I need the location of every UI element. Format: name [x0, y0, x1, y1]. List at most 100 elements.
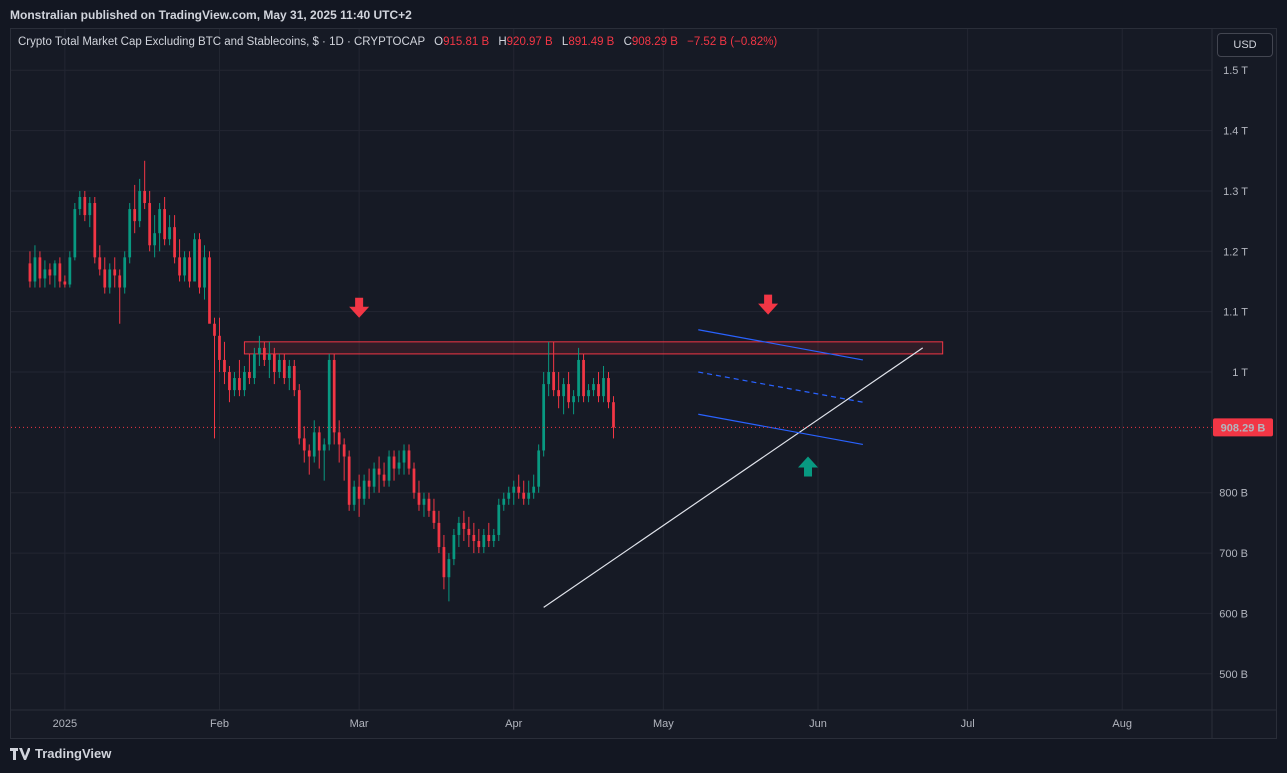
candle-body[interactable] [282, 359, 286, 379]
down-arrow-icon[interactable] [349, 297, 370, 318]
candle-body[interactable] [243, 372, 246, 391]
candle-body[interactable] [502, 498, 506, 505]
candle-body[interactable] [103, 269, 107, 288]
candle-body[interactable] [183, 257, 186, 276]
candle-body[interactable] [577, 359, 580, 397]
candle-body[interactable] [143, 190, 147, 204]
candle-body[interactable] [427, 498, 431, 511]
candle-body[interactable] [327, 359, 331, 445]
candle-body[interactable] [552, 372, 556, 391]
candle-body[interactable] [317, 432, 321, 451]
candle-body[interactable] [292, 365, 296, 391]
candle-body[interactable] [567, 384, 570, 403]
candle-body[interactable] [93, 203, 97, 258]
candle-body[interactable] [497, 504, 501, 535]
candle-body[interactable] [572, 396, 575, 403]
candle-body[interactable] [542, 384, 546, 451]
candle-body[interactable] [248, 372, 251, 379]
candle-body[interactable] [158, 209, 161, 234]
candle-body[interactable] [442, 547, 446, 578]
candle-body[interactable] [367, 480, 371, 487]
candle-body[interactable] [238, 378, 241, 391]
candle-body[interactable] [233, 378, 236, 391]
candle-body[interactable] [272, 353, 276, 373]
candle-body[interactable] [267, 353, 271, 360]
candle-body[interactable] [88, 203, 92, 216]
candle-body[interactable] [193, 239, 196, 282]
support-trendline[interactable] [543, 347, 924, 608]
symbol-title[interactable]: Crypto Total Market Cap Excluding BTC an… [18, 36, 425, 48]
candle-body[interactable] [33, 257, 37, 282]
candle-body[interactable] [58, 263, 62, 282]
candle-body[interactable] [532, 486, 536, 493]
candle-body[interactable] [462, 522, 466, 529]
candle-body[interactable] [98, 257, 102, 270]
candle-body[interactable] [262, 347, 266, 360]
candle-body[interactable] [387, 456, 391, 481]
currency-button[interactable]: USD [1217, 33, 1273, 57]
candle-body[interactable] [297, 390, 301, 439]
up-arrow-icon[interactable] [798, 456, 819, 477]
candle-body[interactable] [108, 269, 112, 288]
candle-body[interactable] [307, 450, 311, 457]
candle-body[interactable] [68, 257, 72, 285]
channel-upper-line[interactable] [698, 329, 863, 361]
candle-body[interactable] [602, 378, 605, 397]
candle-body[interactable] [437, 522, 441, 548]
candle-body[interactable] [417, 492, 421, 505]
candle-body[interactable] [472, 534, 476, 542]
candle-body[interactable] [582, 359, 585, 397]
candle-body[interactable] [287, 365, 291, 379]
candle-body[interactable] [312, 432, 316, 457]
candle-body[interactable] [522, 492, 526, 499]
candle-body[interactable] [422, 498, 426, 505]
candle-body[interactable] [402, 450, 406, 463]
candle-body[interactable] [592, 384, 595, 391]
candle-body[interactable] [492, 534, 496, 542]
candle-body[interactable] [213, 323, 216, 336]
candle-body[interactable] [557, 390, 561, 397]
candle-body[interactable] [467, 528, 471, 535]
candle-body[interactable] [73, 209, 77, 258]
candle-body[interactable] [357, 486, 361, 499]
candle-body[interactable] [537, 450, 541, 487]
candle-body[interactable] [223, 359, 226, 373]
candle-body[interactable] [28, 263, 32, 282]
candle-body[interactable] [138, 190, 142, 222]
candle-body[interactable] [178, 257, 181, 276]
candle-body[interactable] [452, 534, 456, 560]
candle-body[interactable] [38, 257, 42, 279]
down-arrow-icon[interactable] [758, 294, 779, 315]
candle-body[interactable] [432, 510, 436, 523]
candle-body[interactable] [53, 263, 57, 276]
candle-body[interactable] [547, 372, 551, 385]
candle-body[interactable] [118, 275, 122, 288]
candle-body[interactable] [397, 462, 401, 469]
candle-body[interactable] [188, 257, 191, 282]
candle-body[interactable] [218, 335, 221, 360]
candle-body[interactable] [447, 559, 451, 578]
footer-brand[interactable]: TradingView [35, 746, 112, 761]
candle-body[interactable] [612, 402, 615, 428]
candle-body[interactable] [332, 359, 336, 433]
candle-body[interactable] [477, 541, 481, 548]
candle-body[interactable] [253, 353, 256, 379]
candle-body[interactable] [173, 227, 176, 258]
candle-body[interactable] [607, 378, 610, 403]
channel-lower-line[interactable] [698, 413, 863, 446]
candle-body[interactable] [113, 269, 117, 276]
candle-body[interactable] [382, 474, 386, 481]
candle-body[interactable] [372, 468, 376, 487]
candle-body[interactable] [517, 486, 521, 493]
plot-area[interactable] [11, 29, 1213, 711]
candle-body[interactable] [352, 486, 356, 505]
candle-body[interactable] [168, 227, 171, 240]
candle-body[interactable] [347, 456, 351, 505]
candle-body[interactable] [412, 468, 416, 493]
candle-body[interactable] [78, 196, 82, 210]
candle-body[interactable] [337, 432, 341, 445]
candle-body[interactable] [457, 522, 461, 535]
candle-body[interactable] [198, 239, 201, 288]
candle-body[interactable] [322, 444, 326, 451]
